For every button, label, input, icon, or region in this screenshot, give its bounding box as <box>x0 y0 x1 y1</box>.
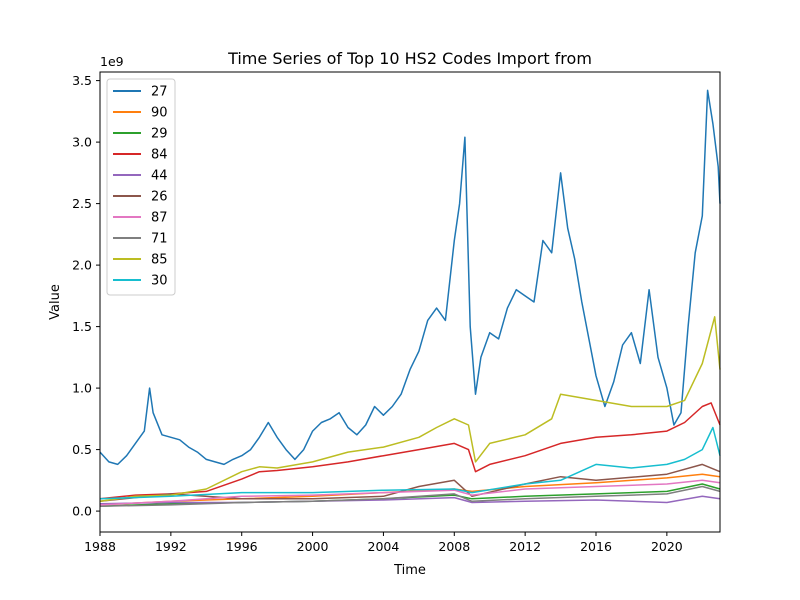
y-tick-label: 0.5 <box>72 442 92 457</box>
legend-label-44: 44 <box>151 169 168 184</box>
legend-label-84: 84 <box>151 148 168 163</box>
series-line-84 <box>99 402 721 500</box>
x-axis-label: Time <box>393 563 426 578</box>
y-axis-label: Value <box>48 284 63 320</box>
x-tick-label: 2016 <box>580 539 612 554</box>
x-tick-label: 2000 <box>297 539 329 554</box>
legend-label-30: 30 <box>151 274 168 289</box>
legend-label-29: 29 <box>151 127 168 142</box>
legend-label-87: 87 <box>151 211 168 226</box>
y-tick-label: 3.5 <box>72 73 92 88</box>
legend-label-27: 27 <box>151 85 168 100</box>
x-tick-label: 2020 <box>651 539 683 554</box>
series-line-87 <box>99 479 721 506</box>
x-tick-label: 1996 <box>226 539 258 554</box>
y-tick-label: 3.0 <box>72 135 92 150</box>
series-line-85 <box>99 316 721 503</box>
series-line-30 <box>99 426 721 500</box>
x-tick-label: 2004 <box>368 539 400 554</box>
y-axis-ticks: 0.0 0.5 1.0 1.5 2.0 2.5 3.0 3.5 <box>72 73 100 519</box>
plot-lines <box>99 89 721 507</box>
x-tick-label: 2012 <box>509 539 541 554</box>
legend-label-26: 26 <box>151 190 168 205</box>
legend-label-85: 85 <box>151 253 168 268</box>
series-line-26 <box>99 463 721 503</box>
series-line-71 <box>99 485 721 507</box>
x-tick-label: 1988 <box>84 539 116 554</box>
y-tick-label: 2.5 <box>72 196 92 211</box>
y-tick-label: 1.5 <box>72 319 92 334</box>
x-tick-label: 2008 <box>438 539 470 554</box>
legend-label-71: 71 <box>151 232 168 247</box>
legend-label-90: 90 <box>151 106 168 121</box>
y-tick-label: 1.0 <box>72 381 92 396</box>
x-axis-ticks: 1988 1992 1996 2000 2004 2008 2012 2016 2020 <box>84 532 683 554</box>
y-tick-label: 2.0 <box>72 258 92 273</box>
legend: 27 90 29 84 44 26 87 71 85 30 <box>106 78 176 296</box>
y-scale-label: 1e9 <box>100 54 124 69</box>
series-line-27 <box>99 89 721 466</box>
chart-title: Time Series of Top 10 HS2 Codes Import f… <box>227 49 592 68</box>
x-tick-label: 1992 <box>155 539 187 554</box>
y-tick-label: 0.0 <box>72 504 92 519</box>
plot-frame <box>99 71 721 533</box>
